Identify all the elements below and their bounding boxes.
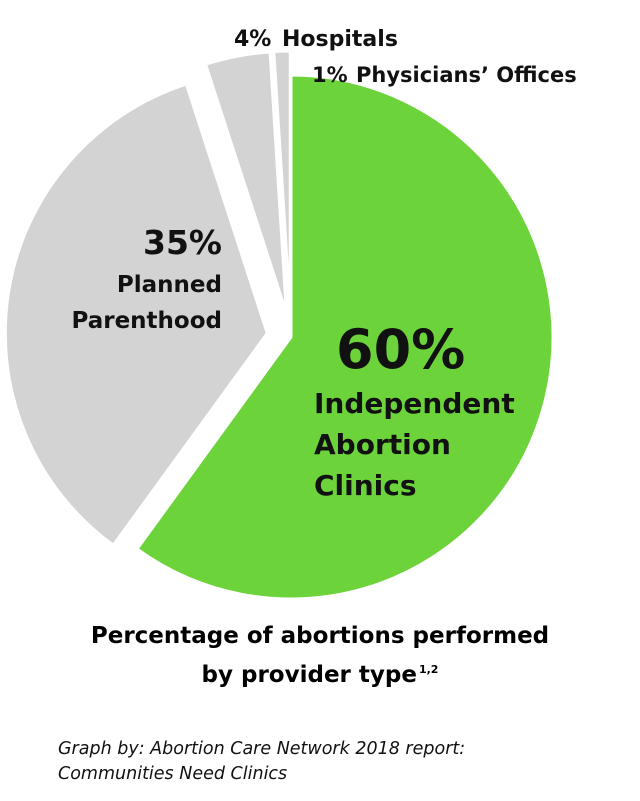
pie-slice-hospitals [203,50,288,314]
source-line-1: Graph by: Abortion Care Network 2018 rep… [58,739,466,759]
pie-slice-independent-abortion-clinics [134,73,555,601]
title-footnote: 1,2 [418,663,439,676]
slice-category-label: Hospitals [282,27,398,52]
slice-category-label: Planned [117,272,222,298]
source-credit: Graph by: Abortion Care Network 2018 rep… [58,737,618,787]
slice-percent-label: 4% [234,27,271,52]
slice-category-label: Abortion [314,428,451,461]
slice-category-label: Parenthood [71,308,222,334]
chart-title: Percentage of abortions performed by pro… [0,620,640,692]
chart-title-line-1: Percentage of abortions performed [90,623,550,649]
slice-percent-label: 1% [312,63,348,87]
slice-category-label: Independent [314,387,515,420]
slice-percent-label: 60% [336,318,465,381]
pie-labels: 60% Independent Abortion Clinics 35% Planned P… [71,27,576,502]
pie-chart: 60% Independent Abortion Clinics 35% Planned P… [3,27,577,601]
source-line-2: Communities Need Clinics [58,764,288,784]
pie-slice-physicians-offices [272,49,292,314]
slice-category-label: Clinics [314,469,417,502]
slice-percent-label: 35% [143,223,222,262]
pie-slices [3,49,555,601]
pie-slice-planned-parenthood [3,82,269,548]
slice-category-label: Physicians’ Offices [356,63,577,87]
chart-title-line-2: by provider type 1,2 [201,662,439,688]
